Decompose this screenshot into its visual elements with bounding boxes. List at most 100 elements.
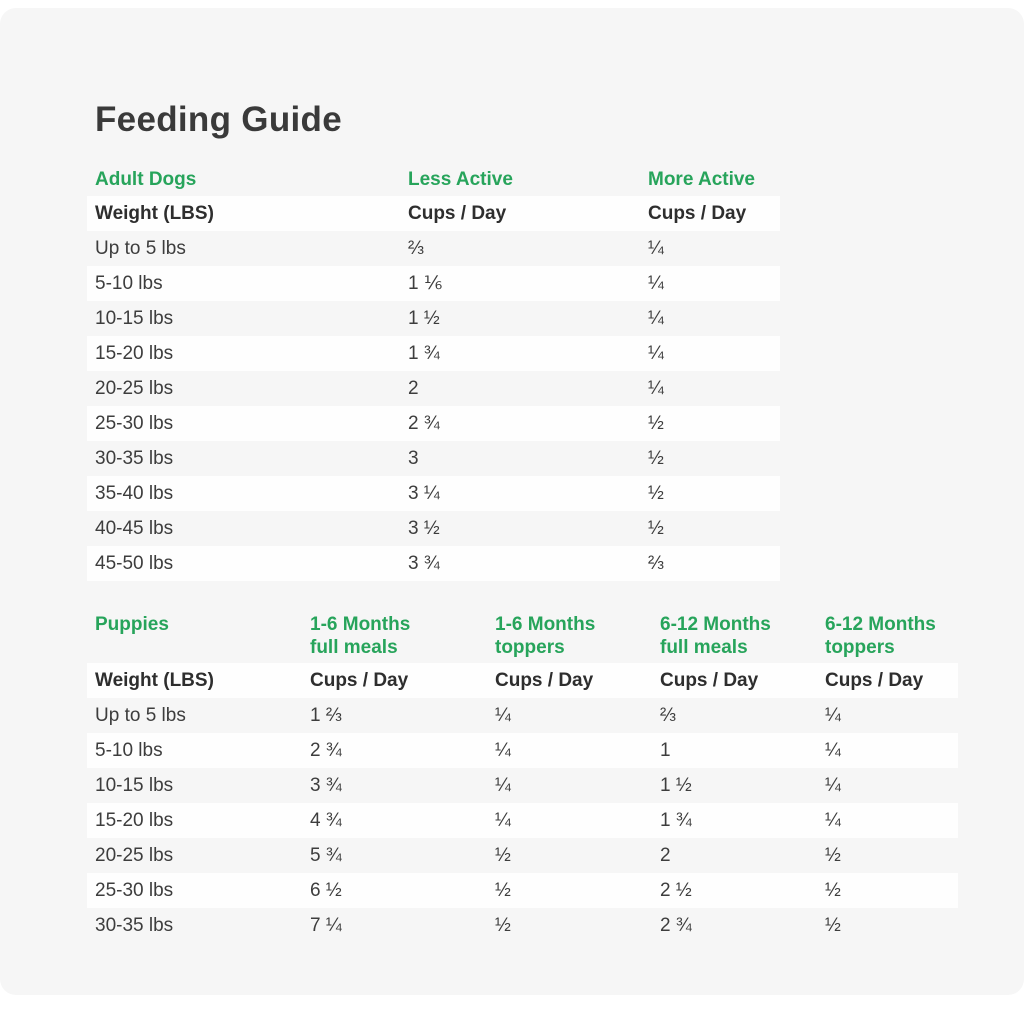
less-active-cell: ⅔ xyxy=(408,237,424,259)
more-active-cell: ½ xyxy=(648,517,664,539)
weight-cell: 40-45 lbs xyxy=(95,517,174,539)
header-line-1: 6-12 Months xyxy=(825,614,936,635)
table-row: 25-30 lbs 2 ¾ ½ xyxy=(87,406,780,441)
adult-column-header-less-active: Less Active xyxy=(408,169,513,190)
more-active-cell: ½ xyxy=(648,447,664,469)
header-line-2: toppers xyxy=(825,637,895,658)
value-cell: ½ xyxy=(825,879,841,901)
less-active-cell: 1 ½ xyxy=(408,307,440,329)
weight-cell: 15-20 lbs xyxy=(95,342,174,364)
less-active-cell: 3 ¾ xyxy=(408,552,440,574)
weight-cell: Up to 5 lbs xyxy=(95,237,186,259)
header-line-2: full meals xyxy=(660,637,748,658)
header-line-1: 6-12 Months xyxy=(660,614,771,635)
puppies-unit-header-2: Cups / Day xyxy=(495,669,594,691)
less-active-cell: 2 ¾ xyxy=(408,412,440,434)
table-row: Up to 5 lbs 1 ⅔ ¼ ⅔ ¼ xyxy=(87,698,958,733)
table-row: 30-35 lbs 3 ½ xyxy=(87,441,780,476)
adult-units-header-row: Weight (LBS) Cups / Day Cups / Day xyxy=(87,196,780,231)
table-row: Up to 5 lbs ⅔ ¼ xyxy=(87,231,780,266)
table-row: 15-20 lbs 4 ¾ ¼ 1 ¾ ¼ xyxy=(87,803,958,838)
value-cell: 1 ½ xyxy=(660,774,692,796)
table-row: 45-50 lbs 3 ¾ ⅔ xyxy=(87,546,780,581)
feeding-guide-panel: Feeding Guide Adult Dogs Less Active Mor… xyxy=(0,8,1024,995)
value-cell: ¼ xyxy=(495,704,511,726)
weight-cell: 20-25 lbs xyxy=(95,844,174,866)
puppies-column-header-1-6-toppers: 1-6 Months toppers xyxy=(495,613,660,659)
value-cell: 6 ½ xyxy=(310,879,342,901)
puppies-column-header-6-12-full-meals: 6-12 Months full meals xyxy=(660,613,825,659)
weight-cell: 30-35 lbs xyxy=(95,914,174,936)
less-active-cell: 3 xyxy=(408,447,419,469)
value-cell: 5 ¾ xyxy=(310,844,342,866)
puppies-units-header-row: Weight (LBS) Cups / Day Cups / Day Cups … xyxy=(87,663,958,698)
table-row: 35-40 lbs 3 ¼ ½ xyxy=(87,476,780,511)
more-active-cell: ¼ xyxy=(648,307,664,329)
value-cell: ½ xyxy=(495,879,511,901)
table-row: 25-30 lbs 6 ½ ½ 2 ½ ½ xyxy=(87,873,958,908)
value-cell: 7 ¼ xyxy=(310,914,342,936)
more-active-cell: ¼ xyxy=(648,237,664,259)
value-cell: ½ xyxy=(825,914,841,936)
puppies-unit-header-1: Cups / Day xyxy=(310,669,409,691)
table-row: 10-15 lbs 3 ¾ ¼ 1 ½ ¼ xyxy=(87,768,958,803)
more-active-cell: ¼ xyxy=(648,377,664,399)
value-cell: ¼ xyxy=(495,809,511,831)
value-cell: ½ xyxy=(825,844,841,866)
adult-dogs-table: Adult Dogs Less Active More Active Weigh… xyxy=(87,163,780,581)
value-cell: ¼ xyxy=(825,774,841,796)
table-row: 5-10 lbs 1 ⅙ ¼ xyxy=(87,266,780,301)
puppies-section-header-row: Puppies 1-6 Months full meals 1-6 Months t… xyxy=(87,608,958,663)
adult-section-label: Adult Dogs xyxy=(95,169,197,190)
header-line-2: toppers xyxy=(495,637,565,658)
value-cell: ¼ xyxy=(825,739,841,761)
more-active-cell: ¼ xyxy=(648,342,664,364)
puppies-column-header-1-6-full-meals: 1-6 Months full meals xyxy=(310,613,495,659)
more-active-cell: ¼ xyxy=(648,272,664,294)
weight-cell: 25-30 lbs xyxy=(95,879,174,901)
value-cell: ½ xyxy=(495,914,511,936)
header-line-2: full meals xyxy=(310,637,398,658)
table-row: 40-45 lbs 3 ½ ½ xyxy=(87,511,780,546)
weight-cell: 5-10 lbs xyxy=(95,739,163,761)
adult-weight-header: Weight (LBS) xyxy=(95,202,214,224)
value-cell: ½ xyxy=(495,844,511,866)
value-cell: ¼ xyxy=(825,704,841,726)
value-cell: 2 ½ xyxy=(660,879,692,901)
weight-cell: 10-15 lbs xyxy=(95,774,174,796)
header-line-1: 1-6 Months xyxy=(310,614,411,635)
value-cell: ⅔ xyxy=(660,704,676,726)
weight-cell: 10-15 lbs xyxy=(95,307,174,329)
weight-cell: 30-35 lbs xyxy=(95,447,174,469)
value-cell: 1 xyxy=(660,739,671,761)
less-active-cell: 2 xyxy=(408,377,419,399)
puppies-unit-header-3: Cups / Day xyxy=(660,669,759,691)
table-row: 30-35 lbs 7 ¼ ½ 2 ¾ ½ xyxy=(87,908,958,943)
adult-unit-header-more-active: Cups / Day xyxy=(648,202,747,224)
weight-cell: 35-40 lbs xyxy=(95,482,174,504)
value-cell: 2 xyxy=(660,844,671,866)
weight-cell: 25-30 lbs xyxy=(95,412,174,434)
adult-unit-header-less-active: Cups / Day xyxy=(408,202,507,224)
value-cell: 1 ¾ xyxy=(660,809,692,831)
value-cell: 1 ⅔ xyxy=(310,704,342,726)
weight-cell: 15-20 lbs xyxy=(95,809,174,831)
less-active-cell: 3 ½ xyxy=(408,517,440,539)
header-line-1: 1-6 Months xyxy=(495,614,596,635)
more-active-cell: ½ xyxy=(648,482,664,504)
table-row: 15-20 lbs 1 ¾ ¼ xyxy=(87,336,780,371)
value-cell: 2 ¾ xyxy=(660,914,692,936)
weight-cell: Up to 5 lbs xyxy=(95,704,186,726)
puppies-unit-header-4: Cups / Day xyxy=(825,669,924,691)
table-row: 20-25 lbs 5 ¾ ½ 2 ½ xyxy=(87,838,958,873)
adult-section-header-row: Adult Dogs Less Active More Active xyxy=(87,163,780,196)
value-cell: ¼ xyxy=(825,809,841,831)
table-row: 10-15 lbs 1 ½ ¼ xyxy=(87,301,780,336)
puppies-section-label: Puppies xyxy=(95,614,169,635)
value-cell: 3 ¾ xyxy=(310,774,342,796)
puppies-table: Puppies 1-6 Months full meals 1-6 Months t… xyxy=(87,608,958,943)
less-active-cell: 3 ¼ xyxy=(408,482,440,504)
puppies-column-header-6-12-toppers: 6-12 Months toppers xyxy=(825,613,958,659)
value-cell: ¼ xyxy=(495,739,511,761)
weight-cell: 20-25 lbs xyxy=(95,377,174,399)
